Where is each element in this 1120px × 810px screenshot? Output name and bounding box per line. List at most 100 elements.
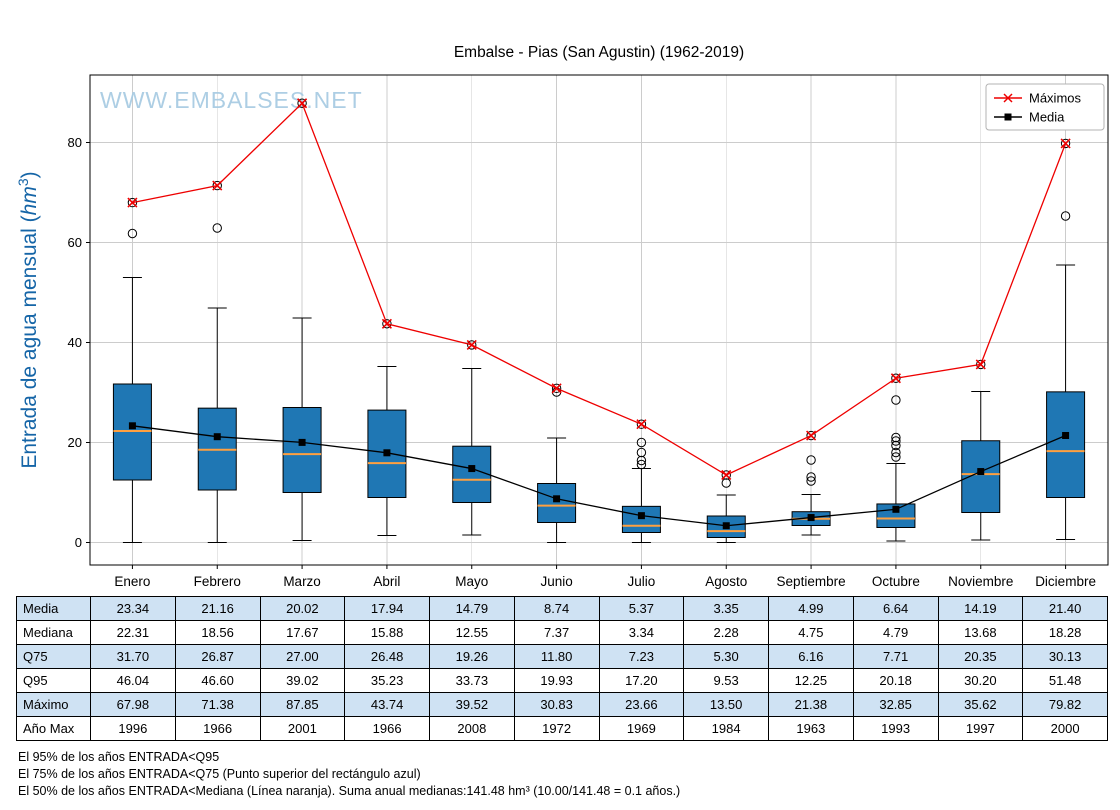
row-label: Q95	[16, 668, 91, 693]
table-cell: 27.00	[259, 644, 346, 669]
x-tick-label: Julio	[628, 574, 656, 589]
outlier-marker	[891, 373, 901, 383]
table-cell: 3.34	[598, 620, 685, 645]
boxplot-chart: WWW.EMBALSES.NET 0 20 40 60 80 Enero Febrero Mar…	[15, 44, 1109, 589]
x-tick-label: Septiembre	[777, 574, 846, 589]
table-cell: 30.83	[513, 692, 600, 717]
outlier-marker	[806, 455, 816, 465]
media-marker	[298, 438, 306, 446]
media-marker	[637, 512, 645, 520]
outlier-marker	[891, 436, 901, 446]
table-cell: 1972	[513, 716, 600, 741]
outlier-marker	[636, 437, 647, 448]
box-rect	[112, 383, 152, 481]
table-cell: 2000	[1022, 716, 1108, 741]
table-cell: 2.28	[683, 620, 769, 645]
grid	[90, 75, 1108, 565]
table-cell: 7.23	[598, 644, 685, 669]
table-row: Mediana 22.31 18.56 17.67 15.88 12.55 7.37 3.34…	[16, 620, 1108, 645]
table-cell: 11.80	[513, 644, 600, 669]
media-marker	[892, 505, 900, 513]
legend-label-media: Media	[1029, 110, 1065, 125]
table-cell: 87.85	[259, 692, 346, 717]
footnotes: El 95% de los años ENTRADA<Q95 El 75% de…	[18, 749, 1120, 800]
legend-x-marker-icon	[1003, 93, 1013, 103]
outlier-marker	[636, 419, 647, 429]
legend-square-marker-icon	[1004, 113, 1012, 121]
box-enero	[112, 197, 152, 543]
table-cell: 1993	[852, 716, 939, 741]
table-cell: 13.50	[683, 692, 769, 717]
table-row: Q75 31.70 26.87 27.00 26.48 19.26 11.80 7.23 5.3…	[16, 644, 1108, 669]
outlier-marker	[1060, 138, 1071, 149]
x-tick-label: Mayo	[455, 574, 488, 589]
table-row: Media 23.34 21.16 20.02 17.94 14.79 8.74 5.37 3.…	[16, 596, 1108, 621]
table-cell: 6.64	[852, 596, 939, 621]
box-octubre	[876, 373, 916, 542]
outlier-marker	[721, 470, 731, 480]
table-cell: 6.16	[768, 644, 854, 669]
table-cell: 18.56	[174, 620, 261, 645]
table-cell: 12.55	[429, 620, 515, 645]
box-rect	[961, 440, 1001, 513]
row-label: Máximo	[16, 692, 91, 717]
table-cell: 32.85	[852, 692, 939, 717]
y-tick-label: 60	[68, 235, 82, 250]
table-cell: 14.79	[429, 596, 515, 621]
box-junio	[537, 383, 577, 543]
table-cell: 26.87	[174, 644, 261, 669]
table-cell: 17.94	[344, 596, 430, 621]
table-cell: 17.67	[259, 620, 346, 645]
table-cell: 22.31	[90, 620, 176, 645]
outlier-marker	[806, 472, 816, 482]
table-cell: 9.53	[683, 668, 769, 693]
x-tick-label: Enero	[114, 574, 150, 589]
footnote-q95: El 95% de los años ENTRADA<Q95	[18, 750, 220, 764]
maximo-marker	[212, 180, 223, 191]
media-marker	[128, 422, 136, 430]
table-cell: 30.13	[1022, 644, 1108, 669]
outlier-marker	[891, 395, 901, 405]
outlier-marker	[891, 452, 901, 462]
maximo-marker	[721, 469, 732, 481]
y-axis-label: Entrada de agua mensual (hm3)	[15, 171, 41, 468]
outlier-marker	[636, 459, 647, 470]
box-diciembre	[1046, 138, 1086, 540]
table-row: Q95 46.04 46.60 39.02 35.23 33.73 19.93 17.20 9.…	[16, 668, 1108, 693]
table-cell: 1996	[90, 716, 176, 741]
media-marker	[1062, 432, 1070, 439]
media-marker	[553, 495, 561, 503]
table-cell: 26.48	[344, 644, 430, 669]
stats-table: Media 23.34 21.16 20.02 17.94 14.79 8.74 5.37 3.…	[16, 596, 1108, 741]
box-rect	[621, 505, 661, 534]
maximo-marker	[1060, 138, 1071, 149]
table-cell: 79.82	[1022, 692, 1108, 717]
table-cell: 23.66	[598, 692, 685, 717]
y-tick-label: 20	[68, 435, 82, 450]
media-marker	[977, 468, 985, 476]
box-febrero	[197, 180, 237, 543]
maximo-marker	[381, 318, 392, 329]
stats-table-body: Media 23.34 21.16 20.02 17.94 14.79 8.74 5.37 3.…	[16, 596, 1108, 741]
x-tick-label: Junio	[540, 574, 572, 589]
box-rect	[1046, 391, 1086, 499]
outlier-marker	[891, 432, 901, 443]
table-cell: 3.35	[683, 596, 769, 621]
maximo-marker	[636, 419, 647, 430]
table-cell: 13.68	[937, 620, 1024, 645]
box-rect	[537, 483, 577, 523]
maximo-marker	[297, 98, 308, 109]
table-cell: 7.37	[513, 620, 600, 645]
table-cell: 1997	[937, 716, 1024, 741]
x-tick-label: Febrero	[194, 574, 241, 589]
row-label: Mediana	[16, 620, 91, 645]
x-tick-label: Octubre	[872, 574, 920, 589]
maximo-marker	[551, 383, 562, 394]
x-tick-label: Agosto	[705, 574, 747, 589]
table-cell: 21.40	[1022, 596, 1108, 621]
maximo-marker	[975, 359, 986, 370]
box-rect	[282, 407, 322, 493]
footnote-q75: El 75% de los años ENTRADA<Q75 (Punto su…	[18, 766, 421, 781]
table-cell: 71.38	[174, 692, 261, 717]
